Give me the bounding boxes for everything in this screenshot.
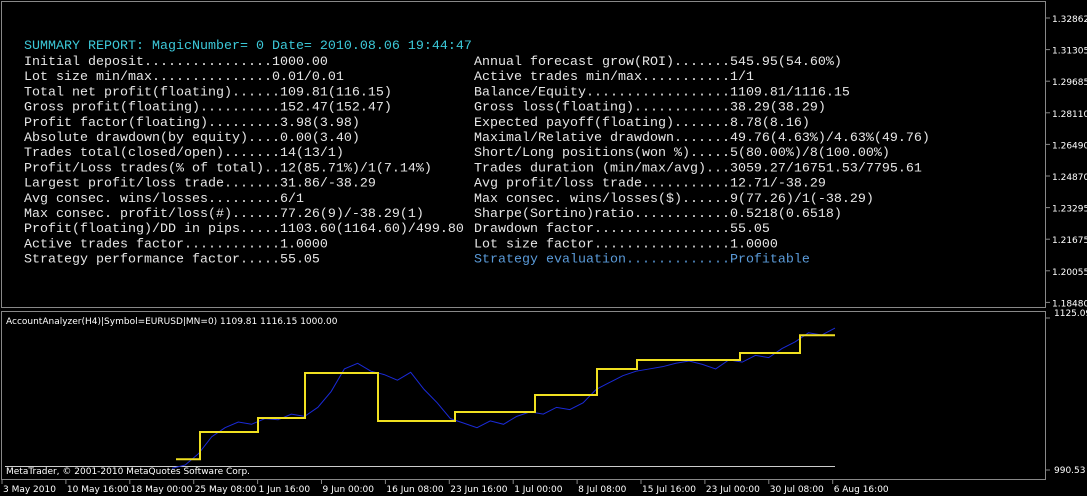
- report-row: Max consec. wins/losses($)......9(77.26)…: [474, 192, 874, 207]
- report-row: Avg consec. wins/losses.........6/1: [24, 192, 304, 207]
- report-row: Drawdown factor.................55.05: [474, 222, 770, 237]
- report-row: Initial deposit................1000.00: [24, 55, 328, 70]
- price-label: 1.24870: [1052, 173, 1087, 183]
- price-label: 1.23295: [1052, 205, 1087, 215]
- report-row: Trades duration (min/max/avg)...3059.27/…: [474, 161, 922, 176]
- price-label: 1.28110: [1052, 110, 1087, 120]
- report-row: Balance/Equity..................1109.81/…: [474, 85, 850, 100]
- price-label: 1.26490: [1052, 141, 1087, 151]
- date-label: 8 Jul 08:00: [578, 485, 627, 495]
- report-row: Profit/Loss trades(% of total)..12(85.71…: [24, 161, 432, 176]
- report-row: Lot size factor.................1.0000: [474, 237, 778, 252]
- report-row: Sharpe(Sortino)ratio............0.5218(0…: [474, 207, 842, 222]
- report-row: Max consec. profit/loss(#)......77.26(9)…: [24, 207, 424, 222]
- date-label: 1 Jul 00:00: [514, 485, 563, 495]
- report-row: Absolute drawdown(by equity)....0.00(3.4…: [24, 131, 360, 146]
- report-row: Trades total(closed/open).......14(13/1): [24, 146, 344, 161]
- price-label: 1.29685: [1052, 78, 1087, 88]
- date-label: 10 May 16:00: [67, 485, 129, 495]
- price-label: 1.21675: [1052, 236, 1087, 246]
- copyright: MetaTrader, © 2001-2010 MetaQuotes Softw…: [6, 467, 250, 477]
- price-label: 1.18480: [1052, 299, 1087, 309]
- report-row: Total net profit(floating)......109.81(1…: [24, 85, 392, 100]
- report-row: Profit factor(floating).........3.98(3.9…: [24, 116, 360, 131]
- y-tick-label: 990.53: [1054, 466, 1086, 476]
- date-label: 15 Jul 16:00: [642, 485, 696, 495]
- date-label: 9 Jun 00:00: [323, 485, 375, 495]
- price-pane: [1, 1, 1046, 308]
- report-row: Strategy evaluation.............Profitab…: [474, 253, 810, 268]
- price-label: 1.31305: [1052, 47, 1087, 57]
- date-label: 6 Aug 16:00: [834, 485, 889, 495]
- balance-line: [176, 334, 835, 461]
- report-row: Expected payoff(floating).......8.78(8.1…: [474, 116, 810, 131]
- price-label: 1.20055: [1052, 268, 1087, 278]
- report-row: Short/Long positions(won %).....5(80.00%…: [474, 146, 890, 161]
- date-label: 1 Jun 16:00: [259, 485, 311, 495]
- report-row: Lot size min/max...............0.01/0.01: [24, 70, 344, 85]
- report-row: Gross profit(floating)..........152.47(1…: [24, 101, 392, 116]
- y-tick-label: 1125.09: [1054, 309, 1087, 319]
- date-label: 23 Jul 00:00: [706, 485, 760, 495]
- date-label: 3 May 2010: [3, 485, 56, 495]
- report-title: SUMMARY REPORT: MagicNumber= 0 Date= 201…: [24, 39, 472, 54]
- report-row: Largest profit/loss trade.......31.86/-3…: [24, 177, 376, 192]
- date-label: 16 Jun 08:00: [386, 485, 443, 495]
- date-label: 30 Jul 08:00: [770, 485, 824, 495]
- report-row: Annual forecast grow(ROI).......545.95(5…: [474, 55, 842, 70]
- date-label: 25 May 08:00: [195, 485, 257, 495]
- report-row: Avg profit/loss trade...........12.71/-3…: [474, 177, 826, 192]
- report-row: Active trades factor............1.0000: [24, 237, 328, 252]
- price-label: 1.32862: [1052, 15, 1087, 25]
- indicator-label: AccountAnalyzer(H4)|Symbol=EURUSD|MN=0) …: [6, 317, 338, 327]
- report-row: Strategy performance factor.....55.05: [24, 253, 320, 268]
- report-row: Gross loss(floating)............38.29(38…: [474, 101, 826, 116]
- date-label: 23 Jun 16:00: [450, 485, 507, 495]
- indicator-pane: [1, 311, 1046, 480]
- date-label: 18 May 00:00: [131, 485, 193, 495]
- report-row: Active trades min/max...........1/1: [474, 70, 754, 85]
- report-row: Profit(floating)/DD in pips.....1103.60(…: [24, 222, 464, 237]
- report-row: Maximal/Relative drawdown.......49.76(4.…: [474, 131, 930, 146]
